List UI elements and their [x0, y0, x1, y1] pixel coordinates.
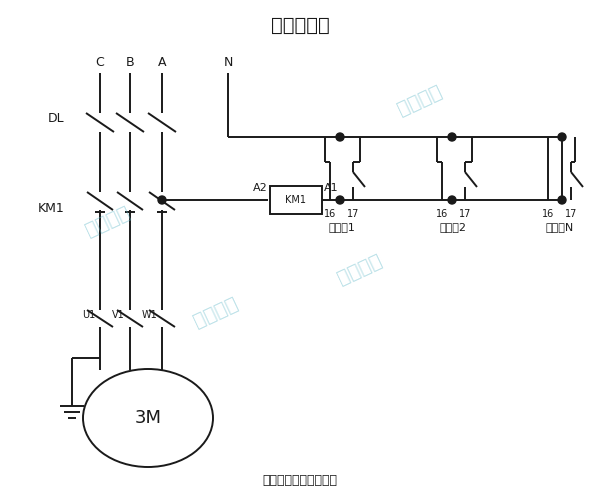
- Text: B: B: [125, 55, 134, 68]
- Circle shape: [448, 196, 456, 204]
- Text: 3M: 3M: [134, 409, 161, 427]
- Text: 16: 16: [324, 209, 336, 219]
- Circle shape: [558, 196, 566, 204]
- Text: A1: A1: [324, 183, 338, 193]
- Text: W1: W1: [141, 310, 157, 320]
- Text: V1: V1: [112, 310, 125, 320]
- Circle shape: [448, 133, 456, 141]
- Text: 17: 17: [565, 209, 577, 219]
- Text: A: A: [158, 55, 166, 68]
- Text: 广州梓净: 广州梓净: [83, 203, 133, 240]
- Text: 通风柜1: 通风柜1: [328, 222, 355, 232]
- Text: U1: U1: [82, 310, 95, 320]
- Text: 联机接线图: 联机接线图: [271, 16, 329, 35]
- Text: N: N: [223, 55, 233, 68]
- FancyBboxPatch shape: [270, 186, 322, 214]
- Text: KM1: KM1: [38, 202, 65, 214]
- Text: 16: 16: [542, 209, 554, 219]
- Text: 通风柜内部接线电路图: 通风柜内部接线电路图: [263, 473, 337, 486]
- Text: A2: A2: [253, 183, 268, 193]
- Circle shape: [336, 196, 344, 204]
- Text: 16: 16: [436, 209, 448, 219]
- Text: C: C: [95, 55, 104, 68]
- Text: 广州梓净: 广州梓净: [335, 250, 385, 288]
- Text: 通风柜N: 通风柜N: [545, 222, 574, 232]
- Text: 广州梓净: 广州梓净: [191, 293, 241, 330]
- Text: 17: 17: [347, 209, 359, 219]
- Text: KM1: KM1: [286, 195, 307, 205]
- Text: DL: DL: [48, 112, 65, 125]
- Circle shape: [158, 196, 166, 204]
- Text: 17: 17: [459, 209, 471, 219]
- Circle shape: [558, 133, 566, 141]
- Text: 通风柜2: 通风柜2: [440, 222, 467, 232]
- Text: 广州梓净: 广州梓净: [395, 82, 445, 119]
- Circle shape: [336, 133, 344, 141]
